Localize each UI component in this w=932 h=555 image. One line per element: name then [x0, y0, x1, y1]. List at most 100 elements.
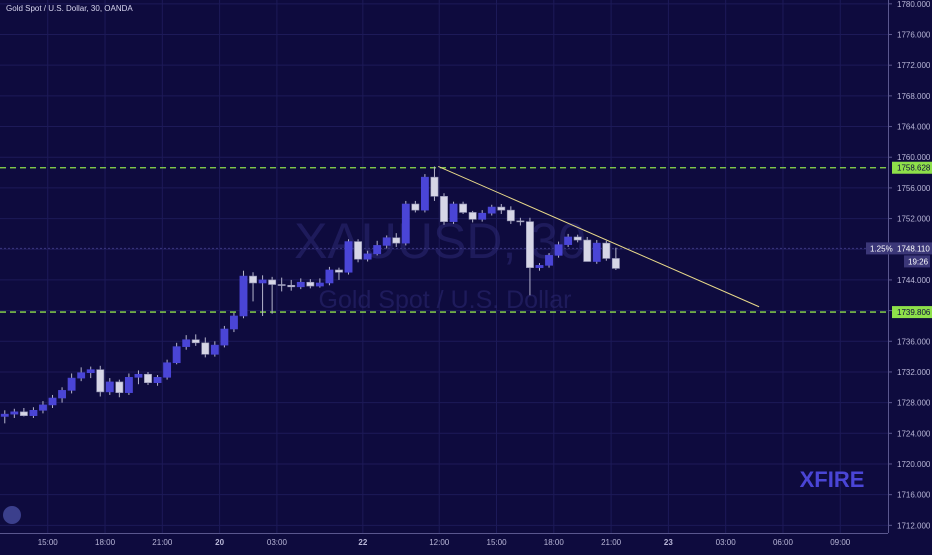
candle-body: [29, 409, 38, 416]
candle-body: [449, 203, 458, 222]
candle-body: [564, 236, 573, 245]
current-price-tag: [866, 242, 932, 255]
candle-body: [296, 281, 305, 288]
candle-body: [210, 344, 219, 355]
candle-body: [10, 411, 19, 415]
candle-body: [497, 206, 506, 211]
watermark: XAUUSD, 30 Gold Spot / U.S. Dollar: [294, 213, 586, 314]
time-axis-label: 03:00: [267, 538, 288, 547]
candle-body: [230, 315, 238, 330]
price-axis-label: 1772.000: [897, 61, 931, 70]
candle-body: [39, 404, 47, 411]
price-axis-label: 1732.000: [897, 368, 931, 377]
level-price-tag-label: 1739.806: [897, 308, 931, 317]
time-axis-label: 12:00: [429, 538, 450, 547]
price-axis-label: 1716.000: [897, 491, 931, 500]
watermark-description: Gold Spot / U.S. Dollar: [319, 286, 572, 314]
candle-body: [48, 397, 57, 406]
time-axis-label: 23: [664, 538, 673, 547]
candle-body: [411, 203, 420, 211]
candle-body: [144, 373, 152, 383]
candle-body: [86, 369, 95, 374]
time-axis-label: 15:00: [487, 538, 508, 547]
chart-title: Gold Spot / U.S. Dollar, 30, OANDA: [6, 4, 133, 13]
candle-body: [573, 236, 582, 241]
candle-body: [153, 377, 162, 383]
candle-body: [506, 209, 515, 222]
time-axis-label: 18:00: [95, 538, 116, 547]
candle-body: [115, 381, 124, 393]
candle-body: [592, 242, 601, 262]
candle-body: [478, 212, 487, 220]
price-axis-label: 1776.000: [897, 31, 931, 40]
time-axis-label: 09:00: [830, 538, 851, 547]
candle-body: [0, 413, 9, 417]
price-tags: 1758.628 1739.806 1.25% 1748.110 19:26: [866, 161, 932, 319]
candle-body: [239, 275, 248, 317]
candle-body: [401, 203, 410, 244]
level-price-tag: [892, 161, 932, 174]
level-price-tag: [892, 306, 932, 319]
candle-body: [172, 346, 181, 364]
candle-body: [325, 269, 334, 284]
candle-body: [583, 239, 592, 262]
level-price-tag-label: 1758.628: [897, 164, 931, 173]
candle-body: [382, 237, 391, 246]
candle-body: [373, 245, 382, 255]
trendline-layer: [438, 165, 760, 308]
candle-body: [354, 241, 362, 260]
price-axis-label: 1744.000: [897, 276, 931, 285]
candle-body: [363, 253, 372, 260]
time-axis-label: 21:00: [601, 538, 622, 547]
candle-body: [19, 411, 28, 416]
candle-body: [535, 265, 544, 268]
candle-body: [468, 212, 477, 220]
price-axis-background: [888, 0, 932, 550]
price-axis-label: 1780.000: [897, 0, 931, 9]
candle-body: [516, 220, 525, 223]
trendline: [438, 165, 760, 308]
candle-body: [430, 176, 439, 197]
tradingview-logo-icon[interactable]: [3, 506, 21, 524]
candles-layer: [0, 166, 620, 424]
price-axis-label: 1712.000: [897, 521, 931, 530]
time-axis-label: 15:00: [38, 538, 59, 547]
price-axis-label: 1760.000: [897, 153, 931, 162]
candle-body: [105, 381, 114, 393]
candle-body: [277, 284, 286, 286]
candle-body: [306, 281, 315, 287]
candle-body: [545, 255, 553, 266]
price-axis-label: 1768.000: [897, 92, 931, 101]
candle-body: [67, 377, 76, 391]
candle-body: [124, 377, 133, 393]
time-axis-label: 18:00: [544, 538, 565, 547]
candle-body: [220, 328, 229, 346]
candle-body: [96, 369, 105, 393]
time-axis-label: 21:00: [152, 538, 173, 547]
current-price-label: 1748.110: [897, 244, 930, 253]
candle-body: [420, 176, 429, 211]
price-axis-label: 1728.000: [897, 399, 931, 408]
time-axis-label: 20: [215, 538, 224, 547]
candle-body: [602, 242, 611, 259]
price-axis-label: 1756.000: [897, 184, 931, 193]
candle-body: [201, 342, 210, 355]
current-price-change: 1.25%: [870, 244, 893, 253]
candle-body: [315, 282, 324, 287]
levels-layer: [0, 167, 888, 313]
candle-body: [487, 206, 496, 214]
candle-body: [191, 339, 200, 344]
candle-body: [258, 279, 267, 284]
candle-body: [459, 203, 468, 213]
candle-body: [554, 244, 563, 256]
price-axis-label: 1724.000: [897, 429, 931, 438]
time-axis-label: 22: [358, 538, 367, 547]
candle-body: [134, 373, 143, 378]
time-axis-label: 03:00: [716, 538, 737, 547]
time-axis[interactable]: 15:00 18:00 21:00 20 03:00 22 12:00 15:00 18:00 2…: [38, 538, 851, 547]
price-axis-label: 1752.000: [897, 215, 931, 224]
candle-body: [77, 372, 86, 379]
